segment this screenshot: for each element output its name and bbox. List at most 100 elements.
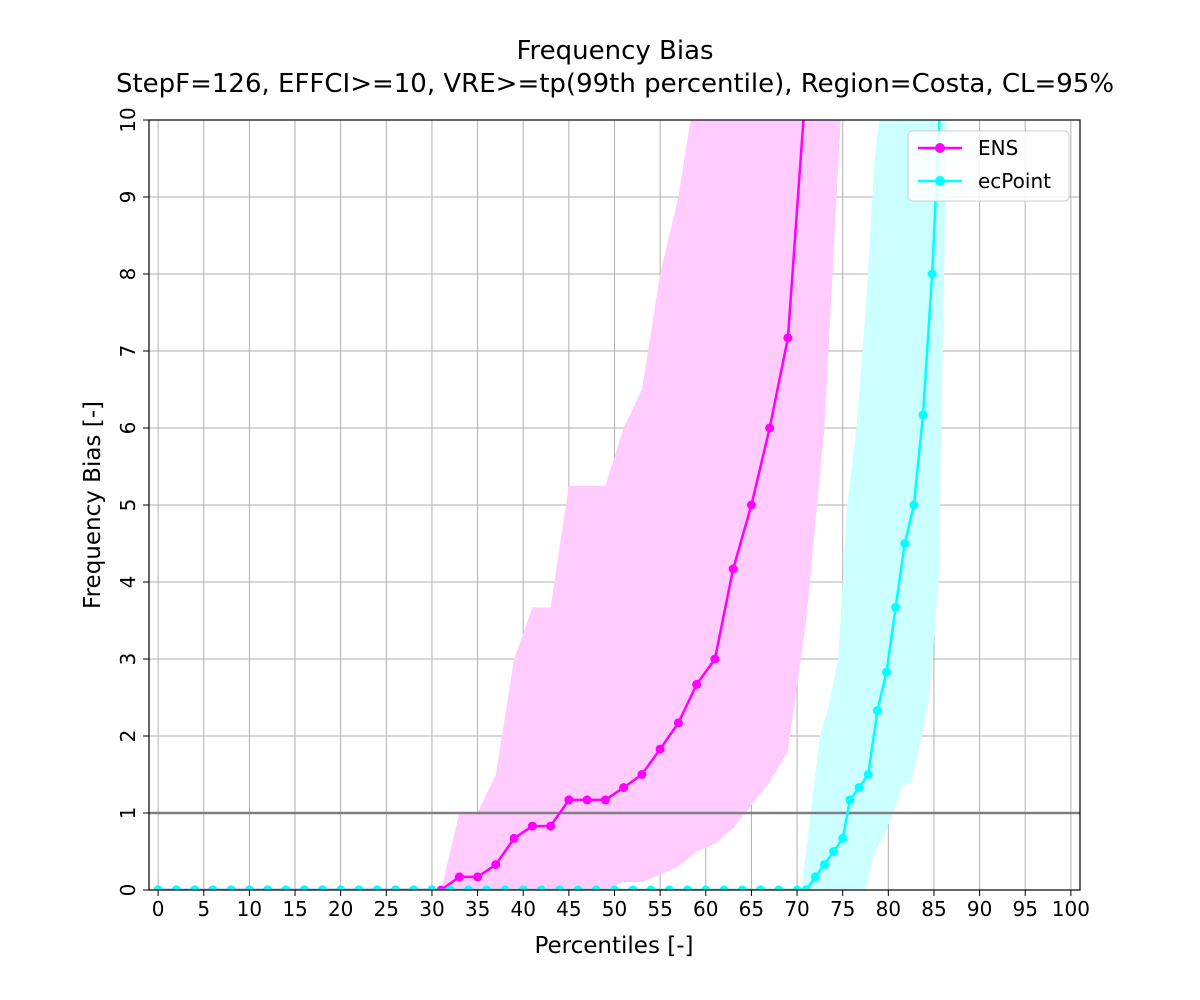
- point-ecpoint-0: [153, 885, 163, 890]
- y-axis-label: Frequency Bias [-]: [80, 401, 106, 609]
- point-ecpoint-9: [317, 885, 327, 890]
- point-ecpoint-11: [354, 885, 364, 890]
- point-ecpoint-37: [810, 872, 820, 882]
- x-tick-label-18: 90: [967, 897, 992, 921]
- y-tick-label-6: 6: [116, 422, 140, 435]
- point-ecpoint-4: [226, 885, 236, 890]
- point-ens-30: [692, 679, 702, 689]
- point-ecpoint-7: [281, 885, 291, 890]
- x-tick-label-15: 75: [830, 897, 855, 921]
- point-ecpoint-23: [573, 885, 583, 890]
- point-ecpoint-40: [838, 833, 848, 843]
- point-ecpoint-27: [646, 885, 656, 890]
- point-ens-35: [783, 333, 793, 343]
- point-ens-24: [582, 795, 592, 805]
- chart-subtitle: StepF=126, EFFCI>=10, VRE>=tp(99th perce…: [116, 69, 1114, 99]
- y-tick-label-0: 0: [116, 884, 140, 897]
- x-tick-label-12: 60: [693, 897, 718, 921]
- ci-band-ens: [441, 120, 841, 890]
- legend-ecpoint-marker: [935, 176, 945, 186]
- point-ens-33: [746, 500, 756, 510]
- y-tick-label-1: 1: [116, 807, 140, 820]
- x-tick-label-7: 35: [465, 897, 490, 921]
- x-tick-label-17: 85: [921, 897, 946, 921]
- y-tick-label-8: 8: [116, 268, 140, 281]
- point-ecpoint-25: [610, 885, 619, 890]
- y-tick-label-5: 5: [116, 499, 140, 512]
- x-tick-label-16: 80: [876, 897, 901, 921]
- point-ecpoint-6: [263, 885, 273, 890]
- point-ecpoint-13: [390, 885, 400, 890]
- x-tick-label-0: 0: [152, 897, 165, 921]
- point-ecpoint-21: [536, 885, 546, 890]
- point-ecpoint-24: [591, 885, 601, 890]
- y-tick-label-10: 10: [116, 107, 140, 132]
- point-ecpoint-36: [801, 885, 811, 890]
- point-ecpoint-41: [845, 795, 855, 805]
- point-ecpoint-22: [555, 885, 565, 890]
- legend: ENS ecPoint: [907, 130, 1070, 202]
- point-ecpoint-16: [445, 885, 455, 890]
- point-ecpoint-5: [244, 885, 254, 890]
- point-ens-31: [710, 654, 720, 664]
- point-ens-23: [564, 795, 574, 805]
- point-ens-26: [619, 783, 629, 793]
- point-ens-28: [655, 744, 665, 754]
- x-tick-label-19: 95: [1013, 897, 1038, 921]
- series-lines: [153, 120, 941, 890]
- point-ens-29: [673, 718, 683, 728]
- point-ecpoint-31: [719, 885, 729, 890]
- point-ecpoint-20: [518, 885, 528, 890]
- legend-ens-marker: [935, 143, 945, 153]
- point-ecpoint-39: [829, 847, 839, 856]
- point-ecpoint-30: [701, 885, 711, 890]
- y-tick-label-4: 4: [116, 576, 140, 589]
- x-tick-label-11: 55: [647, 897, 672, 921]
- point-ecpoint-48: [909, 500, 919, 510]
- x-tick-label-20: 100: [1052, 897, 1090, 921]
- x-tick-label-1: 5: [197, 897, 210, 921]
- point-ecpoint-19: [500, 885, 510, 890]
- legend-ens-label: ENS: [978, 136, 1018, 160]
- x-axis-ticks: 0 5 10 15 20 25 30 35 40 45 50 55 60 65 70 75 80 85 90 95 10…: [152, 890, 1090, 921]
- confidence-bands: [441, 120, 947, 890]
- point-ecpoint-1: [171, 885, 181, 890]
- x-tick-label-2: 10: [237, 897, 262, 921]
- point-ecpoint-28: [664, 885, 674, 890]
- point-ecpoint-38: [819, 860, 829, 870]
- point-ecpoint-8: [299, 885, 309, 890]
- x-tick-label-13: 65: [739, 897, 764, 921]
- point-ens-20: [509, 833, 519, 843]
- point-ens-25: [600, 795, 610, 805]
- x-tick-label-9: 45: [556, 897, 581, 921]
- point-ens-17: [454, 872, 464, 882]
- x-axis-label: Percentiles [-]: [534, 933, 693, 959]
- point-ecpoint-42: [854, 783, 864, 793]
- chart-title: Frequency Bias: [516, 36, 713, 66]
- point-ecpoint-46: [891, 602, 901, 612]
- y-axis-ticks: 0 1 2 3 4 5 6 7 8 9 10: [116, 107, 149, 896]
- ci-band-ecpoint: [801, 120, 947, 890]
- point-ecpoint-47: [900, 539, 910, 548]
- point-ecpoint-2: [190, 885, 200, 890]
- point-ens-34: [765, 423, 775, 433]
- x-tick-label-3: 15: [282, 897, 307, 921]
- x-tick-label-4: 20: [328, 897, 353, 921]
- point-ecpoint-14: [409, 885, 419, 890]
- point-ecpoint-33: [756, 885, 766, 890]
- point-ens-21: [527, 821, 537, 831]
- point-ecpoint-12: [372, 885, 382, 890]
- x-tick-label-6: 30: [419, 897, 444, 921]
- point-ecpoint-35: [792, 885, 802, 890]
- point-ecpoint-29: [683, 885, 693, 890]
- x-tick-label-14: 70: [784, 897, 809, 921]
- point-ens-32: [728, 564, 738, 574]
- y-tick-label-3: 3: [116, 653, 140, 666]
- point-ecpoint-10: [336, 885, 346, 890]
- point-ecpoint-45: [881, 667, 891, 677]
- legend-ecpoint-label: ecPoint: [978, 169, 1051, 193]
- point-ecpoint-32: [737, 885, 747, 890]
- x-tick-label-8: 40: [510, 897, 535, 921]
- point-ens-22: [546, 821, 556, 831]
